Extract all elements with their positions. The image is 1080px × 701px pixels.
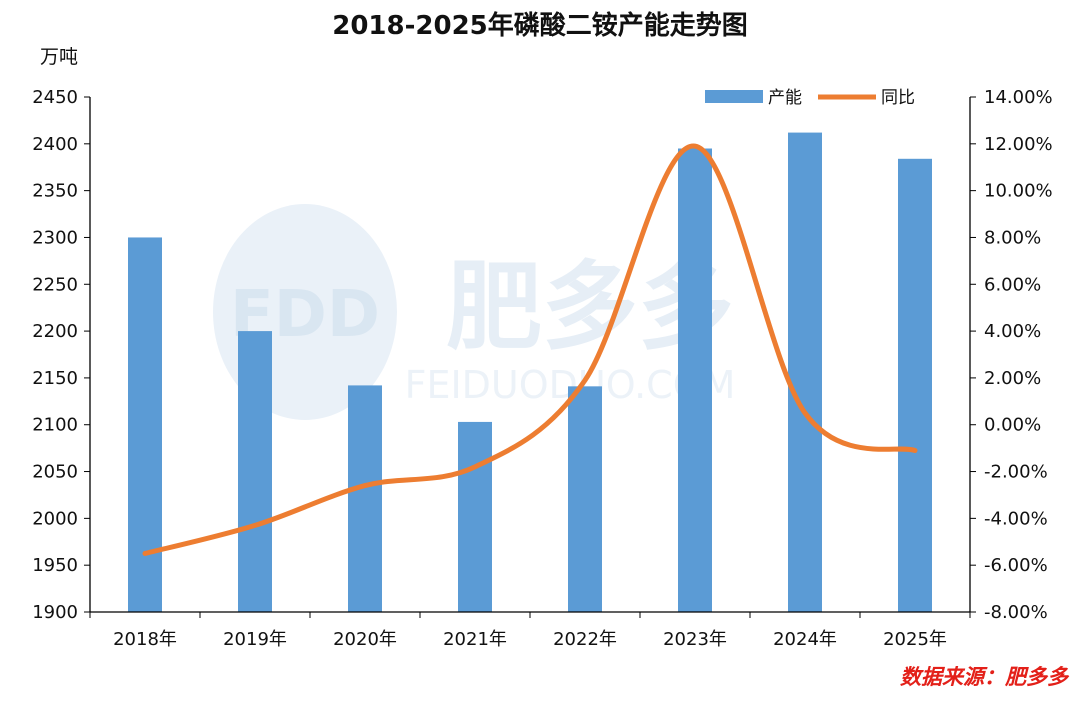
bar-2020年 — [348, 385, 382, 612]
bar-2019年 — [238, 331, 272, 612]
y-right-tick-label: 10.00% — [984, 181, 1053, 202]
legend-bar-swatch — [705, 90, 763, 103]
bar-2024年 — [788, 132, 822, 612]
y-right-tick-label: 2.00% — [984, 368, 1041, 389]
bar-2025年 — [898, 158, 932, 613]
y-left-tick-label: 2250 — [32, 274, 78, 295]
y-left-ticks: 1900 1950 2000 2050 2100 2150 2200 2250 2300 2350… — [32, 87, 90, 623]
bar-2023年 — [678, 148, 712, 612]
y-right-tick-label: -6.00% — [984, 555, 1048, 576]
legend: 产能 同比 — [705, 88, 915, 108]
x-tick-label: 2023年 — [663, 629, 727, 650]
y-left-tick-label: 2100 — [32, 415, 78, 436]
y-left-tick-label: 2200 — [32, 321, 78, 342]
y-right-tick-label: 6.00% — [984, 274, 1041, 295]
y-left-tick-label: 1900 — [32, 602, 78, 623]
y-right-tick-label: 4.00% — [984, 321, 1041, 342]
y-left-tick-label: 2350 — [32, 181, 78, 202]
bar-2022年 — [568, 386, 602, 612]
y-left-tick-label: 2400 — [32, 134, 78, 155]
x-ticks: 2018年 2019年 2020年 2021年 2022年 2023年 2024年 2025年 — [89, 612, 971, 650]
axes — [89, 97, 971, 613]
x-tick-label: 2019年 — [223, 629, 287, 650]
y-right-tick-label: 8.00% — [984, 227, 1041, 248]
y-right-tick-label: 12.00% — [984, 134, 1053, 155]
x-tick-label: 2021年 — [443, 629, 507, 650]
x-tick-label: 2025年 — [883, 629, 947, 650]
y-right-tick-label: -4.00% — [984, 508, 1048, 529]
y-right-tick-label: -2.00% — [984, 462, 1048, 483]
y-left-tick-label: 2050 — [32, 462, 78, 483]
watermark: FDD 肥多多 FEIDUODUO.COM — [213, 204, 735, 420]
x-tick-label: 2018年 — [113, 629, 177, 650]
y-right-tick-label: 0.00% — [984, 415, 1041, 436]
x-tick-label: 2020年 — [333, 629, 397, 650]
y-left-tick-label: 2000 — [32, 508, 78, 529]
data-source: 数据来源：肥多多 — [900, 665, 1070, 689]
y-left-tick-label: 2450 — [32, 87, 78, 108]
x-tick-label: 2024年 — [773, 629, 837, 650]
legend-bar-label: 产能 — [768, 88, 802, 108]
y-left-unit: 万吨 — [40, 46, 78, 68]
chart-title: 2018-2025年磷酸二铵产能走势图 — [332, 10, 748, 41]
y-right-tick-label: -8.00% — [984, 602, 1048, 623]
yoy-line — [142, 143, 918, 556]
y-left-tick-label: 2150 — [32, 368, 78, 389]
y-left-tick-label: 1950 — [32, 555, 78, 576]
x-tick-label: 2022年 — [553, 629, 617, 650]
y-right-tick-label: 14.00% — [984, 87, 1053, 108]
y-left-tick-label: 2300 — [32, 227, 78, 248]
bar-series — [128, 132, 932, 613]
bar-2021年 — [458, 421, 492, 612]
legend-line-label: 同比 — [881, 88, 915, 108]
y-right-ticks: -8.00% -6.00% -4.00% -2.00% 0.00% 2.00% 4.00% 6… — [970, 87, 1053, 623]
